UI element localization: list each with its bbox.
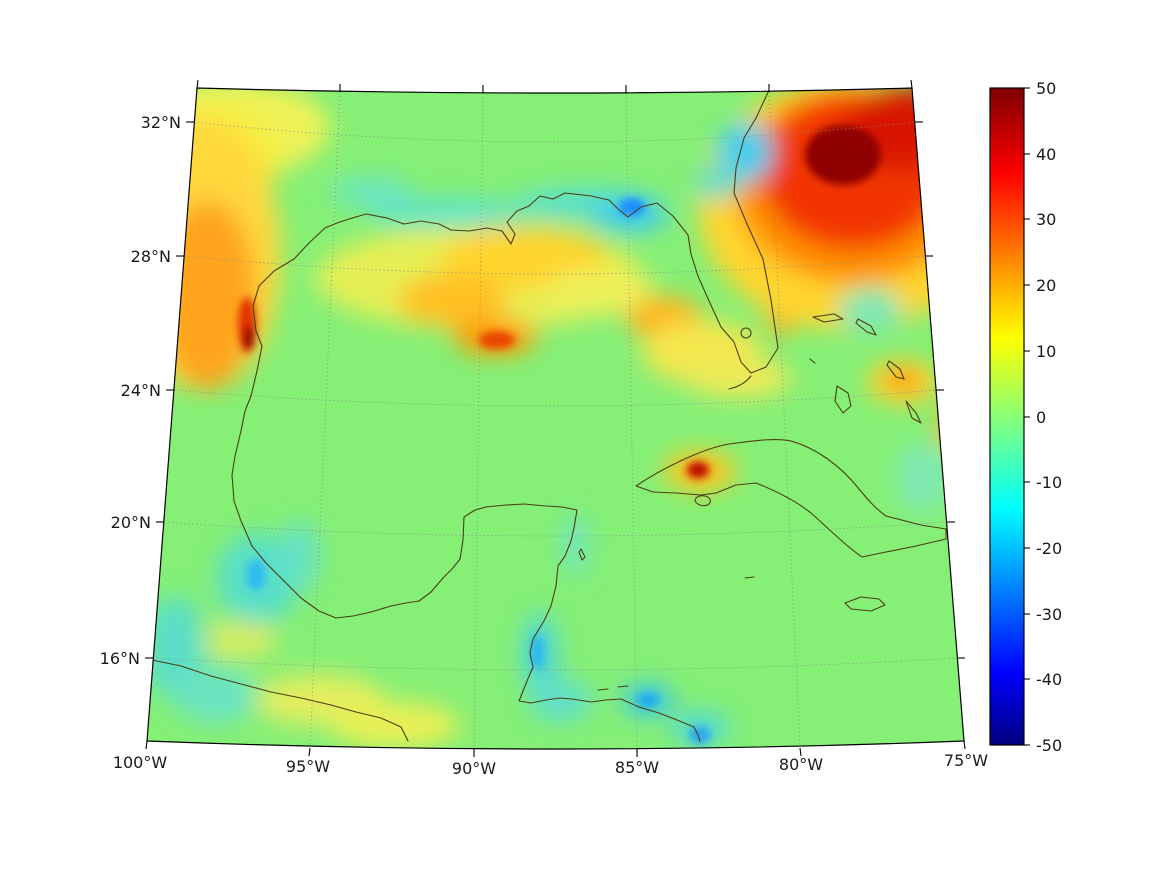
coastline-gulf-mainland (231, 88, 779, 742)
heat-field (147, 88, 964, 749)
coastline-eleuthera (886, 360, 905, 380)
heat-blob (528, 678, 592, 722)
parallel-16n (152, 657, 958, 671)
heat-blob (479, 331, 515, 349)
lon-label-85w: 85°W (615, 758, 659, 777)
lat-label-24n: 24°N (121, 381, 161, 400)
heat-blob (246, 559, 266, 591)
lon-label-95w: 95°W (286, 757, 330, 776)
heat-blob (937, 408, 964, 448)
parallel-20n (163, 521, 948, 537)
coastline-bimini (809, 358, 816, 364)
coastline-grand-bahama (812, 313, 844, 323)
colorbar-ticks (1024, 87, 1030, 746)
lake-okeechobee (740, 327, 752, 339)
axis-ticks (145, 79, 966, 757)
map-border (146, 87, 965, 750)
coastline-andros (834, 385, 852, 414)
lat-label-16n: 16°N (100, 649, 140, 668)
lat-label-28n: 28°N (131, 247, 171, 266)
lon-axis-labels: 100°W 95°W 90°W 85°W 80°W 75°W (113, 751, 988, 778)
heat-blob (886, 369, 920, 391)
cbar-label-30: 30 (1036, 210, 1056, 229)
heat-blob (330, 701, 460, 749)
meridian-95w (309, 91, 341, 749)
heat-blob (896, 442, 948, 514)
tick-bottom-95w (308, 747, 311, 757)
coastline-jamaica (844, 596, 886, 612)
heat-blob (330, 177, 414, 207)
heat-blob (637, 693, 659, 707)
heat-blob (282, 520, 318, 592)
lon-label-80w: 80°W (779, 755, 823, 774)
tick-bottom-80w (799, 747, 802, 757)
heat-blob (838, 288, 902, 332)
lon-label-90w: 90°W (452, 759, 496, 778)
lat-label-32n: 32°N (141, 113, 181, 132)
heat-blob (689, 726, 711, 744)
heat-blob (244, 326, 254, 350)
heat-blob (531, 634, 545, 670)
meridian-85w (625, 92, 638, 749)
tick-top-75w (910, 79, 913, 89)
colorbar-tick-labels: 50 40 30 20 10 0 -10 -20 -30 -40 -50 (1036, 79, 1062, 755)
graticule (152, 91, 958, 749)
heat-blob (683, 358, 793, 398)
heat-blob (202, 622, 278, 658)
cbar-label-50: 50 (1036, 79, 1056, 98)
coastline-cozumel (578, 548, 586, 561)
meridian-90w (473, 92, 484, 749)
heat-blob (368, 197, 528, 229)
colorbar: 50 40 30 20 10 0 -10 -20 -30 -40 -50 (989, 79, 1062, 755)
parallel-28n (183, 255, 926, 275)
lon-label-75w: 75°W (944, 751, 988, 770)
heat-blob (160, 200, 256, 390)
tick-bottom-75w (963, 740, 966, 750)
cbar-label-20: 20 (1036, 276, 1056, 295)
cbar-label-m30: -30 (1036, 605, 1062, 624)
heat-field-blobs-sharp (238, 125, 881, 744)
tick-top-100w (196, 79, 199, 89)
lat-label-20n: 20°N (111, 513, 151, 532)
coastline-pacific-mexico (151, 659, 409, 742)
cbar-label-40: 40 (1036, 145, 1056, 164)
coastline-cayman (744, 576, 755, 579)
coastline-cuba (635, 439, 947, 558)
tick-bottom-100w (145, 740, 148, 750)
coastline-bay-islands (597, 685, 629, 691)
heat-blob (562, 513, 588, 577)
lon-label-100w: 100°W (113, 753, 168, 772)
cbar-label-0: 0 (1036, 408, 1046, 427)
cbar-label-m20: -20 (1036, 539, 1062, 558)
heat-blob (692, 466, 704, 474)
colorbar-gradient (990, 88, 1024, 745)
heat-blob (694, 164, 742, 200)
coastlines (151, 88, 947, 742)
heat-blob (805, 125, 881, 185)
lat-axis-labels: 32°N 28°N 24°N 20°N 16°N (100, 113, 181, 668)
meridian-80w (768, 91, 801, 749)
cbar-label-m40: -40 (1036, 670, 1062, 689)
cbar-label-m10: -10 (1036, 473, 1062, 492)
coastline-se-bahamas (905, 400, 922, 424)
coastline-abaco (855, 318, 877, 336)
heat-blob (173, 667, 257, 723)
cbar-label-m50: -50 (1036, 736, 1062, 755)
heat-blob (619, 198, 645, 216)
cbar-label-10: 10 (1036, 342, 1056, 361)
coastline-isle-of-youth (694, 495, 711, 507)
heat-blob (397, 274, 507, 326)
heat-blob (545, 268, 655, 316)
coastline-florida-keys (728, 375, 752, 390)
